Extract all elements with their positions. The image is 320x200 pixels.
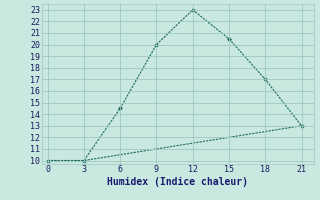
X-axis label: Humidex (Indice chaleur): Humidex (Indice chaleur) xyxy=(107,177,248,187)
